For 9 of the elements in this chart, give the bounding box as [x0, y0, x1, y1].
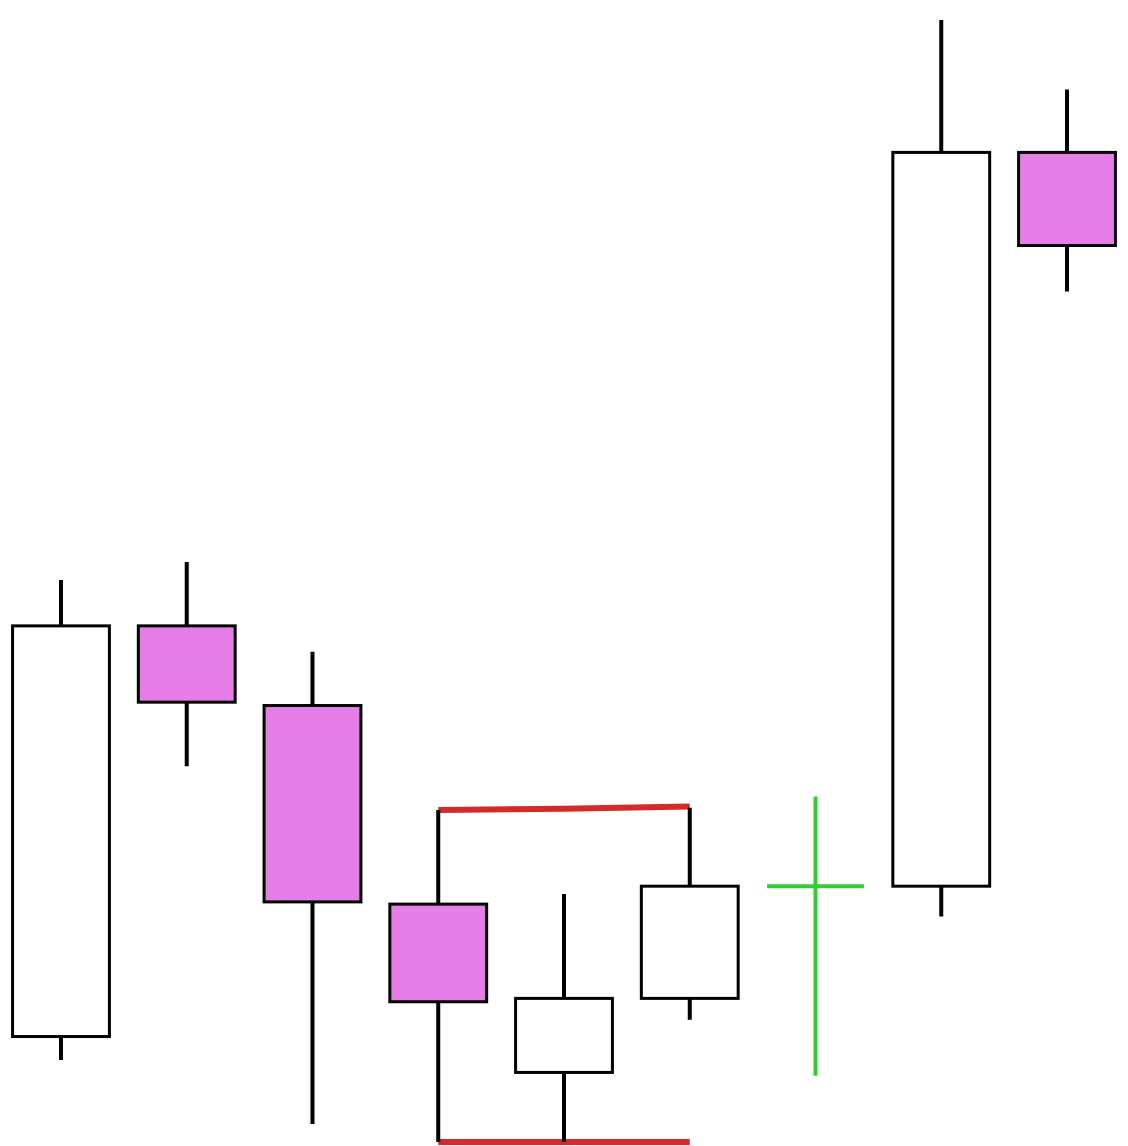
candlestick — [765, 794, 866, 1078]
candlestick — [136, 559, 237, 769]
candlestick — [891, 18, 992, 919]
candlestick — [514, 892, 614, 1144]
candlestick — [388, 807, 489, 1144]
candlestick — [262, 649, 363, 1127]
candlestick — [639, 805, 740, 1022]
candlestick — [11, 577, 111, 1063]
candlestick — [1017, 87, 1117, 294]
